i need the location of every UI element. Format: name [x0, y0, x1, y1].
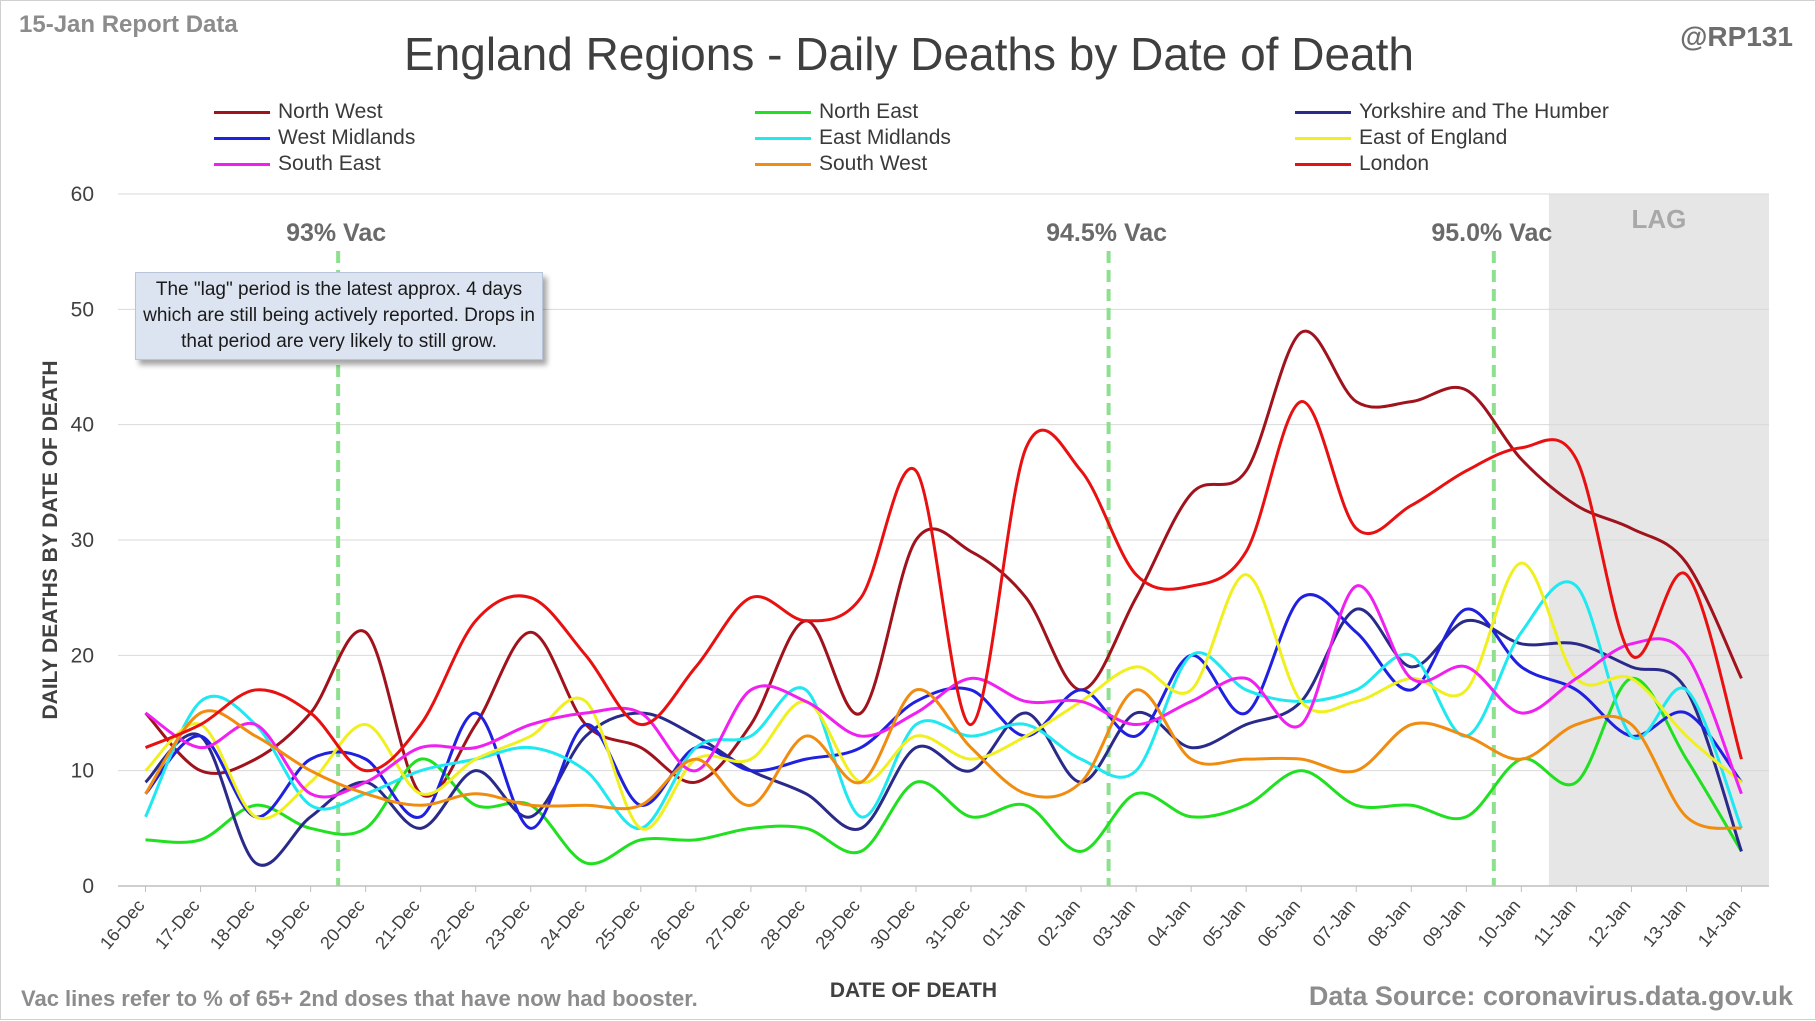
data-source: Data Source: coronavirus.data.gov.uk [1308, 981, 1793, 1011]
legend-label: East Midlands [819, 126, 951, 149]
x-tick-label: 29-Dec [811, 896, 864, 953]
legend-item-west-midlands: West Midlands [214, 125, 415, 151]
x-tick-label: 06-Jan [1254, 896, 1305, 951]
x-tick-label: 30-Dec [866, 896, 919, 953]
series-line-east-midlands [144, 580, 1743, 830]
legend-item-north-west: North West [214, 99, 383, 125]
x-tick-label: 24-Dec [536, 896, 589, 953]
report-date-tag: 15-Jan Report Data [19, 11, 238, 38]
x-tick-label: 08-Jan [1364, 896, 1415, 951]
x-tick-label: 11-Jan [1530, 896, 1580, 950]
x-tick-label: 27-Dec [701, 896, 754, 953]
legend-swatch [1295, 110, 1351, 114]
y-tick-label: 0 [82, 875, 94, 898]
series-line-west-midlands [144, 593, 1743, 830]
series-line-london [144, 400, 1743, 773]
vac-label: 93% Vac [286, 219, 386, 247]
x-tick-label: 23-Dec [481, 896, 534, 953]
legend-label: London [1359, 152, 1430, 175]
legend-swatch [755, 162, 811, 166]
legend-label: North East [819, 100, 919, 123]
series-line-north-west [144, 329, 1743, 798]
vac-label: 95.0% Vac [1431, 219, 1552, 247]
x-tick-label: 12-Jan [1584, 896, 1635, 951]
x-tick-label: 13-Jan [1639, 896, 1690, 951]
series-line-yorkshire-and-the-humber [144, 607, 1743, 867]
x-tick-label: 01-Jan [978, 896, 1029, 951]
x-tick-label: 20-Dec [316, 896, 369, 953]
author-handle: @RP131 [1680, 21, 1793, 52]
x-tick-label: 21-Dec [371, 896, 424, 953]
x-tick-label: 05-Jan [1199, 896, 1250, 951]
legend-item-yorkshire-and-the-humber: Yorkshire and The Humber [1295, 99, 1609, 125]
legend-swatch [214, 162, 270, 166]
legend-item-east-midlands: East Midlands [755, 125, 951, 151]
legend-item-east-of-england: East of England [1295, 125, 1507, 151]
legend-swatch [755, 136, 811, 140]
legend-swatch [214, 110, 270, 114]
series-line-north-east [145, 676, 1743, 866]
x-tick-label: 10-Jan [1474, 896, 1525, 951]
legend-label: East of England [1359, 126, 1508, 149]
lag-explanation-note: The "lag" period is the latest approx. 4… [135, 272, 543, 360]
y-tick-label: 50 [71, 298, 94, 321]
x-tick-label: 19-Dec [261, 896, 314, 953]
legend-label: North West [278, 100, 383, 123]
x-tick-label: 02-Jan [1033, 896, 1084, 951]
x-tick-label: 16-Dec [96, 896, 149, 953]
x-tick-label: 09-Jan [1419, 896, 1470, 951]
legend-label: South West [819, 152, 928, 175]
legend-label: Yorkshire and The Humber [1359, 100, 1609, 123]
x-tick-label: 04-Jan [1144, 896, 1195, 951]
vac-footnote: Vac lines refer to % of 65+ 2nd doses th… [21, 986, 698, 1011]
y-tick-label: 10 [71, 760, 94, 783]
x-tick-label: 28-Dec [756, 896, 809, 953]
legend-swatch [755, 110, 811, 114]
y-axis-title: DAILY DEATHS BY DATE OF DEATH [39, 361, 62, 720]
x-axis-title: DATE OF DEATH [830, 979, 997, 1002]
y-tick-label: 60 [71, 183, 94, 206]
series-line-south-east [144, 584, 1743, 799]
lag-label: LAG [1631, 204, 1686, 234]
x-tick-label: 14-Jan [1694, 896, 1745, 951]
x-tick-label: 07-Jan [1309, 896, 1360, 951]
chart-title: England Regions - Daily Deaths by Date o… [403, 28, 1414, 80]
x-tick-label: 22-Dec [426, 896, 479, 953]
legend-swatch [1295, 162, 1351, 166]
legend-item-north-east: North East [755, 99, 918, 125]
legend-label: South East [278, 152, 381, 175]
legend-swatch [1295, 136, 1351, 140]
y-tick-label: 30 [71, 529, 94, 552]
legend-item-london: London [1295, 151, 1429, 177]
series-line-south-west [144, 688, 1742, 830]
legend-swatch [214, 136, 270, 140]
x-tick-label: 03-Jan [1088, 896, 1139, 951]
y-tick-label: 40 [71, 414, 94, 437]
legend-label: West Midlands [278, 126, 416, 149]
legend-item-south-west: South West [755, 151, 927, 177]
x-tick-label: 31-Dec [921, 896, 974, 953]
x-tick-label: 18-Dec [206, 896, 259, 953]
y-tick-label: 20 [71, 644, 94, 667]
legend-item-south-east: South East [214, 151, 381, 177]
series-line-east-of-england [144, 561, 1743, 831]
x-tick-label: 17-Dec [151, 896, 204, 953]
x-tick-label: 26-Dec [646, 896, 699, 953]
x-tick-label: 25-Dec [591, 896, 644, 953]
vac-label: 94.5% Vac [1046, 219, 1167, 247]
